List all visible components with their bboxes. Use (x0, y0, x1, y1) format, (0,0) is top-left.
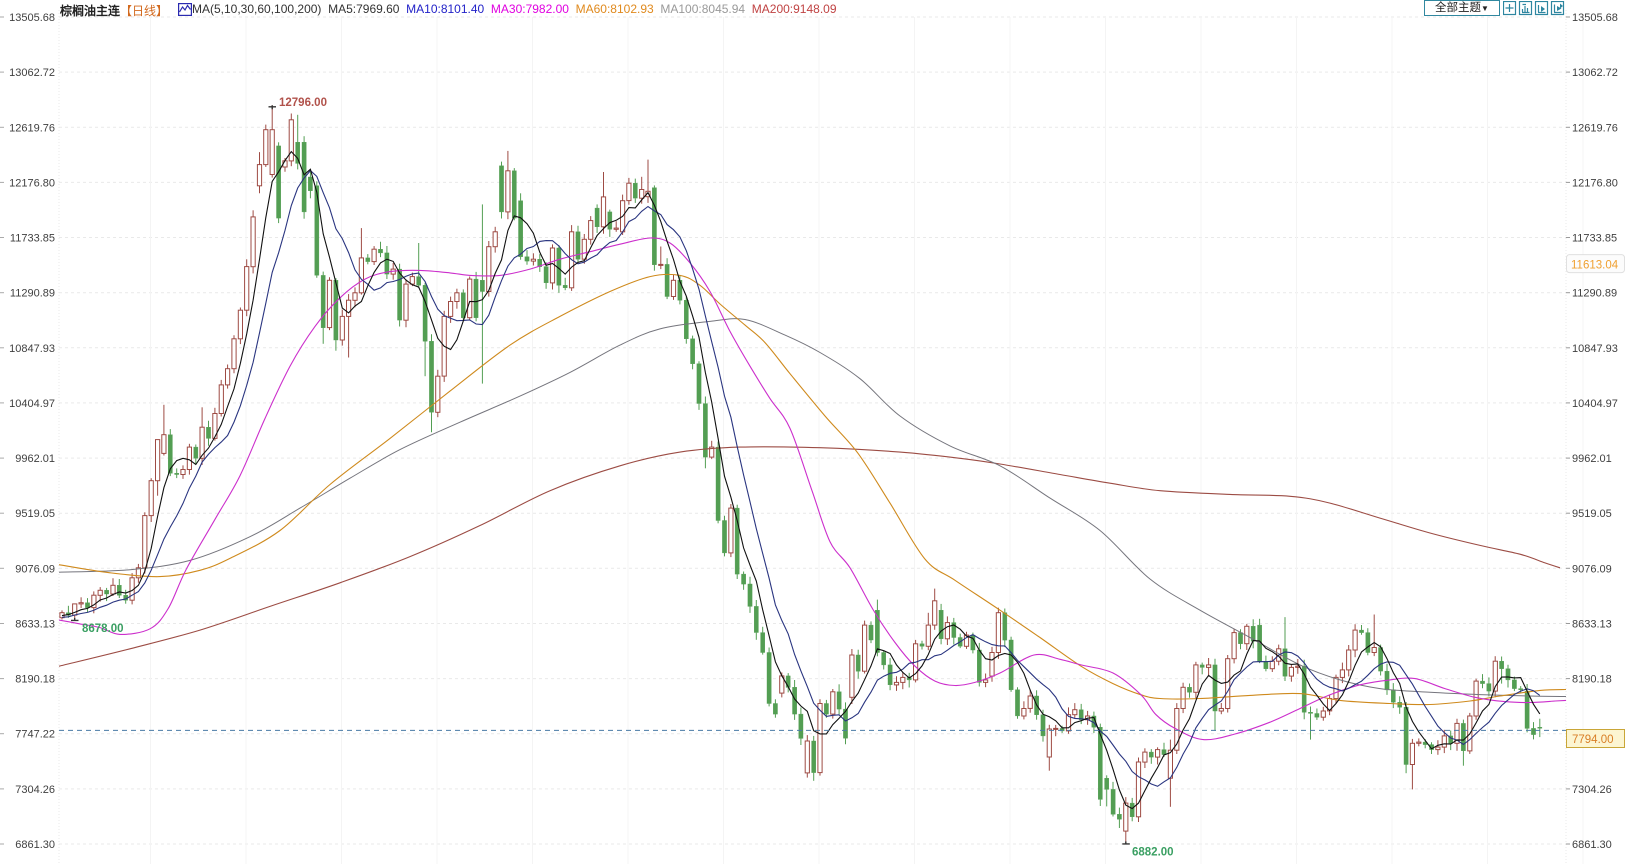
svg-text:11733.85: 11733.85 (10, 233, 55, 245)
svg-text:6861.30: 6861.30 (1572, 839, 1612, 851)
svg-text:13062.72: 13062.72 (1572, 67, 1618, 79)
svg-text:7747.22: 7747.22 (15, 729, 55, 741)
svg-text:13505.68: 13505.68 (1572, 12, 1618, 24)
svg-text:9519.05: 9519.05 (15, 508, 55, 520)
svg-text:13062.72: 13062.72 (9, 67, 55, 79)
svg-text:9076.09: 9076.09 (15, 563, 55, 575)
svg-text:13505.68: 13505.68 (9, 12, 55, 24)
svg-text:7304.26: 7304.26 (15, 784, 55, 796)
svg-text:8633.13: 8633.13 (15, 619, 55, 631)
svg-text:9076.09: 9076.09 (1572, 563, 1612, 575)
svg-text:10847.93: 10847.93 (9, 343, 55, 355)
svg-text:9962.01: 9962.01 (15, 453, 55, 465)
svg-text:11290.89: 11290.89 (1572, 288, 1617, 300)
svg-text:7304.26: 7304.26 (1572, 784, 1612, 796)
svg-text:11613.04: 11613.04 (1571, 260, 1619, 272)
svg-text:12619.76: 12619.76 (9, 122, 55, 134)
svg-text:8190.18: 8190.18 (15, 674, 55, 686)
svg-text:12619.76: 12619.76 (1572, 122, 1618, 134)
svg-text:8633.13: 8633.13 (1572, 619, 1612, 631)
svg-text:12176.80: 12176.80 (9, 177, 55, 189)
svg-text:12176.80: 12176.80 (1572, 177, 1618, 189)
svg-text:9962.01: 9962.01 (1572, 453, 1612, 465)
svg-text:12796.00: 12796.00 (279, 97, 327, 109)
svg-text:10404.97: 10404.97 (1572, 398, 1618, 410)
svg-text:10847.93: 10847.93 (1572, 343, 1618, 355)
svg-text:6882.00: 6882.00 (1132, 846, 1174, 858)
svg-text:7794.00: 7794.00 (1572, 734, 1614, 746)
svg-text:11290.89: 11290.89 (10, 288, 55, 300)
svg-text:8190.18: 8190.18 (1572, 674, 1612, 686)
svg-text:10404.97: 10404.97 (9, 398, 55, 410)
svg-text:6861.30: 6861.30 (15, 839, 55, 851)
svg-text:8678.00: 8678.00 (82, 623, 124, 635)
svg-text:9519.05: 9519.05 (1572, 508, 1612, 520)
svg-text:11733.85: 11733.85 (1572, 233, 1617, 245)
